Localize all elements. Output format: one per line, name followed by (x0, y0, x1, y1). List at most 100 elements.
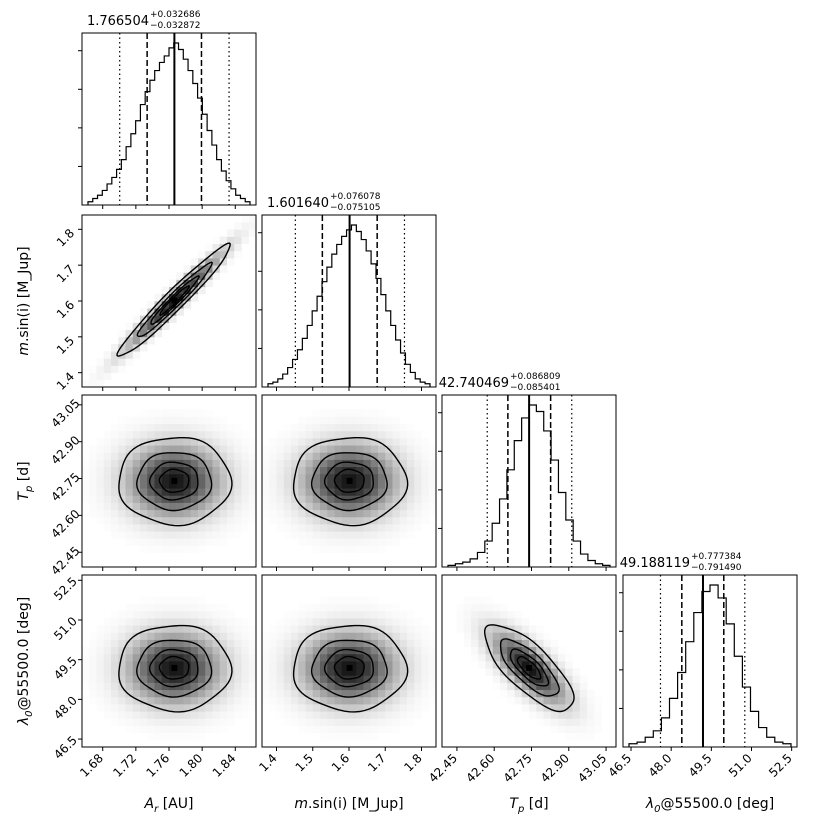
density-cell (334, 524, 343, 532)
density-cell (276, 495, 285, 503)
title-plus-tp: +0.086809 (510, 372, 561, 382)
density-cell (219, 625, 228, 633)
density-cell (154, 409, 163, 417)
density-cell (428, 473, 436, 482)
density-cell (327, 661, 335, 669)
density-cell (96, 365, 105, 374)
density-cell (579, 696, 588, 705)
density-cell (169, 445, 177, 453)
density-cell (132, 704, 141, 712)
density-cell (205, 718, 213, 726)
density-cell (572, 711, 581, 719)
density-cell (579, 675, 588, 683)
xtick-label-tp: 42.60 (463, 751, 497, 785)
density-cell (356, 509, 364, 518)
density-cell (536, 632, 544, 640)
density-cell (198, 675, 206, 683)
density-cell (312, 524, 321, 532)
density-cell (334, 732, 343, 741)
density-cell (183, 718, 192, 726)
density-cell (262, 661, 270, 669)
density-cell (356, 423, 364, 432)
density-cell (154, 531, 163, 539)
density-cell (132, 329, 141, 338)
density-cell (543, 668, 552, 676)
density-cell (550, 646, 559, 655)
density-cell (198, 632, 206, 640)
density-cell (363, 725, 372, 734)
contour-level-3 (509, 648, 550, 687)
density-cell (327, 689, 335, 698)
density-cell (111, 466, 119, 475)
density-cell (320, 481, 328, 489)
density-cell (132, 610, 141, 619)
density-cell (370, 445, 379, 453)
density-cell (312, 675, 321, 683)
density-cell (161, 711, 170, 719)
density-cell (327, 596, 335, 605)
density-cell (291, 632, 299, 640)
density-cell (471, 603, 479, 612)
density-cell (132, 416, 141, 425)
density-cell (276, 625, 285, 633)
density-cell (349, 610, 357, 619)
histogram-tp (447, 395, 611, 567)
density-cell (147, 675, 155, 683)
yaxis-label-msini: m.sin(i) [M_Jup] (16, 246, 32, 355)
density-cell (378, 423, 386, 432)
density-cell (378, 481, 386, 489)
density-cell (140, 452, 148, 460)
density-cell (227, 718, 235, 726)
density-cell (385, 639, 393, 648)
density-cell (219, 639, 228, 648)
density-cell (227, 481, 235, 489)
density-cell (205, 625, 213, 633)
title-value-tp: 42.740469 (439, 376, 509, 391)
density-cell (96, 473, 105, 482)
density-cell (125, 538, 134, 546)
density-cell (183, 272, 192, 280)
density-cell (421, 646, 430, 655)
density-cell (190, 293, 199, 302)
density-cell (161, 438, 170, 446)
density-cell (103, 502, 112, 511)
density-cell (378, 618, 386, 626)
density-cell (587, 696, 595, 705)
density-cell (234, 222, 242, 230)
density-cell (125, 661, 134, 669)
density-cell (198, 416, 206, 425)
density-cell (219, 682, 228, 691)
density-cell (212, 243, 221, 252)
density-cell (370, 488, 379, 496)
density-cell (543, 639, 552, 648)
density-cell (283, 639, 292, 648)
density-cell (262, 639, 270, 648)
density-cell (363, 481, 372, 489)
density-cell (190, 473, 199, 482)
density-cell (140, 596, 148, 605)
density-cell (198, 279, 206, 288)
density-cell (356, 625, 364, 633)
density-cell (198, 704, 206, 712)
density-cell (96, 488, 105, 496)
density-cell (198, 653, 206, 662)
density-cell (471, 625, 479, 633)
density-cell (96, 704, 105, 712)
ytick-label-tp: 42.90 (48, 433, 82, 467)
density-cell (550, 696, 559, 705)
histogram-msini (267, 215, 431, 387)
density-cell (356, 473, 364, 482)
density-cell (96, 632, 105, 640)
density-cell (198, 481, 206, 489)
density-cell (269, 438, 277, 446)
density-cell (147, 682, 155, 691)
density-cell (305, 610, 314, 619)
density-cell (262, 689, 270, 698)
density-cell (334, 696, 343, 705)
density-cell (262, 632, 270, 640)
density-cell (212, 423, 221, 432)
density-cell (111, 696, 119, 705)
density-cell (212, 250, 221, 259)
density-cell (241, 222, 250, 230)
density-cell (594, 696, 602, 705)
